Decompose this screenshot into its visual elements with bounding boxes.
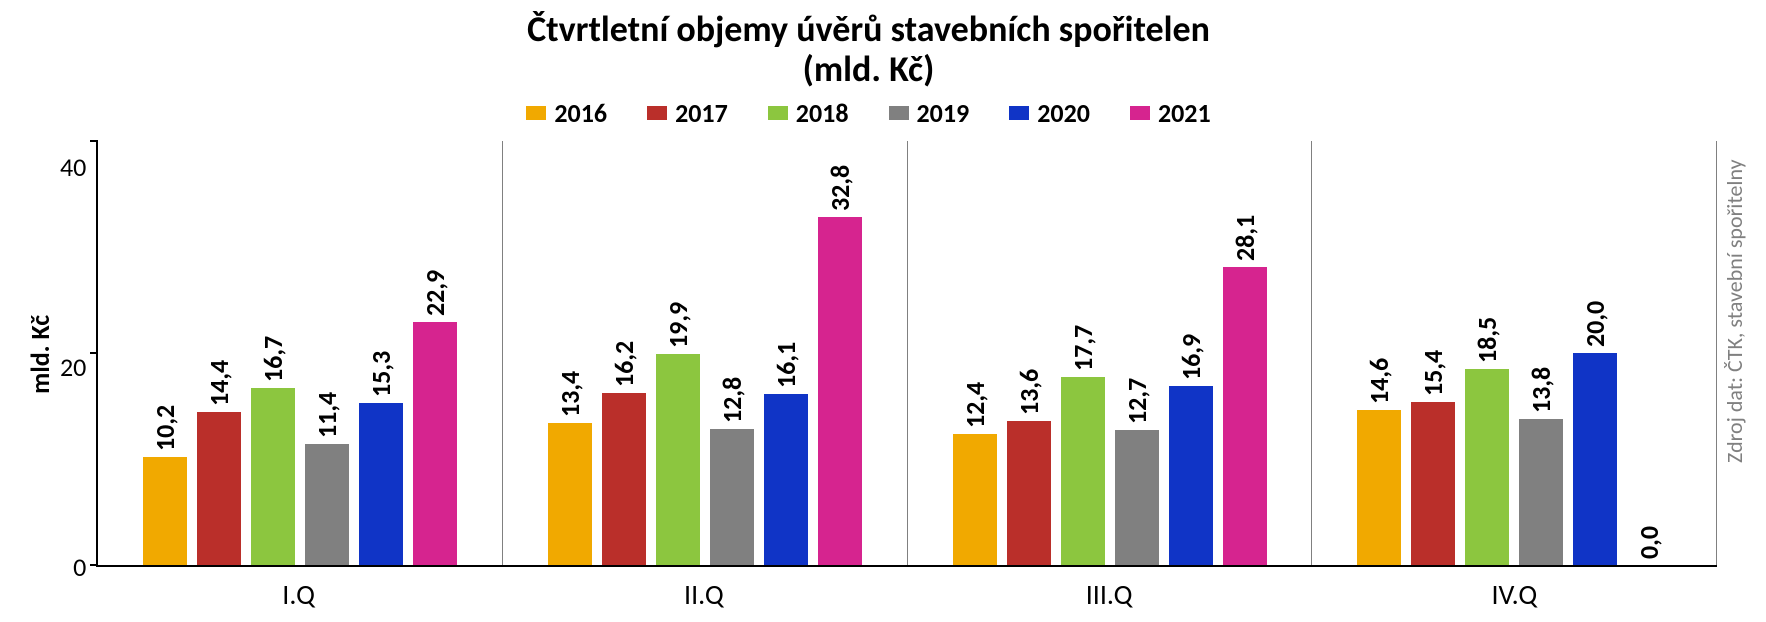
bar: 16,9 (1169, 386, 1213, 565)
legend-label: 2019 (917, 97, 970, 129)
bar: 18,5 (1465, 369, 1509, 565)
source-text: Zdroj dat: ČTK, stavební spořitelny (1717, 10, 1756, 612)
bar-value-label: 12,8 (716, 377, 748, 423)
y-tick: 0 (60, 554, 86, 580)
bar-value-label: 19,9 (662, 302, 694, 348)
chart-title: Čtvrtletní objemy úvěrů stavebních spoři… (20, 10, 1717, 89)
bar-group-III.Q: 12,413,617,712,716,928,1 (908, 141, 1313, 565)
bar: 16,2 (602, 393, 646, 565)
bar-value-label: 28,1 (1229, 215, 1261, 261)
bar: 13,6 (1007, 421, 1051, 565)
legend-item-2018: 2018 (768, 97, 849, 129)
plot-row: mld. Kč 40200 10,214,416,711,415,322,913… (20, 141, 1717, 567)
legend-swatch-icon (889, 106, 909, 120)
chart-container: Čtvrtletní objemy úvěrů stavebních spoři… (20, 10, 1756, 612)
chart-title-line1: Čtvrtletní objemy úvěrů stavebních spoři… (20, 10, 1717, 50)
bar: 15,4 (1411, 402, 1455, 565)
legend-item-2019: 2019 (889, 97, 970, 129)
bar: 16,7 (251, 388, 295, 565)
chart-main: Čtvrtletní objemy úvěrů stavebních spoři… (20, 10, 1717, 612)
bar-value-label: 12,4 (959, 381, 991, 427)
legend-item-2016: 2016 (526, 97, 607, 129)
bar-value-label: 15,4 (1417, 350, 1449, 396)
bar-value-label: 16,7 (257, 336, 289, 382)
y-tickmark (90, 564, 98, 566)
bar-value-label: 14,6 (1363, 358, 1395, 404)
legend-swatch-icon (526, 106, 546, 120)
bar-value-label: 16,2 (608, 341, 640, 387)
bar-value-label: 16,1 (770, 342, 802, 388)
bar: 32,8 (818, 217, 862, 565)
bar: 11,4 (305, 444, 349, 565)
y-tick: 20 (60, 354, 86, 380)
plot-area: 10,214,416,711,415,322,913,416,219,912,8… (96, 141, 1717, 567)
legend-swatch-icon (647, 106, 667, 120)
y-tickmark (90, 140, 98, 142)
bar-value-label: 13,4 (554, 371, 586, 417)
bar: 19,9 (656, 354, 700, 565)
x-category-label: III.Q (907, 577, 1312, 612)
legend-label: 2018 (796, 97, 849, 129)
bar-group-I.Q: 10,214,416,711,415,322,9 (98, 141, 503, 565)
bar: 22,9 (413, 322, 457, 565)
bar-group-II.Q: 13,416,219,912,816,132,8 (503, 141, 908, 565)
bar: 12,7 (1115, 430, 1159, 565)
bar: 20,0 (1573, 353, 1617, 565)
bar-value-label: 32,8 (824, 165, 856, 211)
y-axis-label: mld. Kč (20, 141, 60, 567)
bar: 28,1 (1223, 267, 1267, 565)
bar-value-label: 17,7 (1067, 325, 1099, 371)
y-tickmark (90, 352, 98, 354)
bar-value-label: 22,9 (419, 270, 451, 316)
bar: 14,4 (197, 412, 241, 565)
x-category-label: IV.Q (1312, 577, 1717, 612)
chart-title-line2: (mld. Kč) (20, 50, 1717, 90)
bar: 12,8 (710, 429, 754, 565)
x-category-label: I.Q (96, 577, 501, 612)
bar-value-label: 16,9 (1175, 334, 1207, 380)
bar-value-label: 0,0 (1633, 526, 1665, 559)
y-tick: 40 (60, 154, 86, 180)
bar-group-IV.Q: 14,615,418,513,820,00,0 (1312, 141, 1717, 565)
bar-value-label: 11,4 (311, 392, 343, 438)
bar: 14,6 (1357, 410, 1401, 565)
bar: 16,1 (764, 394, 808, 565)
bar: 13,4 (548, 423, 592, 565)
bar: 13,8 (1519, 419, 1563, 565)
bar-value-label: 18,5 (1471, 317, 1503, 363)
x-category-label: II.Q (501, 577, 906, 612)
legend-item-2017: 2017 (647, 97, 728, 129)
legend-item-2021: 2021 (1130, 97, 1211, 129)
bar-value-label: 12,7 (1121, 378, 1153, 424)
legend-swatch-icon (1009, 106, 1029, 120)
legend-label: 2016 (554, 97, 607, 129)
legend-label: 2020 (1037, 97, 1090, 129)
bar-value-label: 20,0 (1579, 301, 1611, 347)
x-axis-categories: I.QII.QIII.QIV.Q (96, 577, 1717, 612)
bar: 10,2 (143, 457, 187, 565)
x-axis: I.QII.QIII.QIV.Q (20, 567, 1717, 612)
bar-value-label: 15,3 (365, 351, 397, 397)
legend-item-2020: 2020 (1009, 97, 1090, 129)
legend-swatch-icon (768, 106, 788, 120)
bar-value-label: 14,4 (203, 360, 235, 406)
bar: 15,3 (359, 403, 403, 565)
bar-value-label: 13,6 (1013, 369, 1045, 415)
bar-value-label: 13,8 (1525, 367, 1557, 413)
legend-label: 2021 (1158, 97, 1211, 129)
bar: 17,7 (1061, 377, 1105, 565)
legend-swatch-icon (1130, 106, 1150, 120)
bar: 12,4 (953, 434, 997, 565)
legend-label: 2017 (675, 97, 728, 129)
bar-value-label: 10,2 (149, 405, 181, 451)
legend: 2016 2017 2018 2019 2020 2021 (20, 97, 1717, 129)
y-axis: 40200 (60, 141, 96, 567)
